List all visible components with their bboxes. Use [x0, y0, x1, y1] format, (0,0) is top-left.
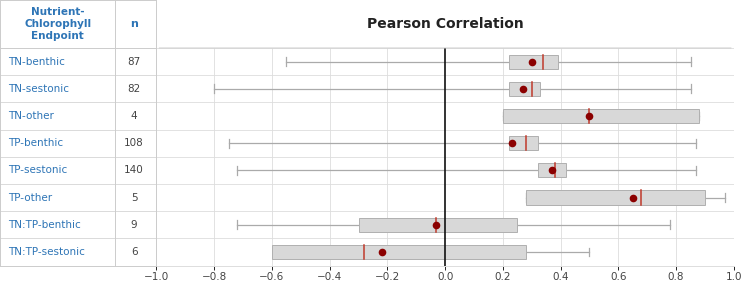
Text: TN:TP-benthic: TN:TP-benthic: [7, 220, 80, 230]
Text: TP-benthic: TP-benthic: [7, 138, 63, 148]
Bar: [503, 109, 699, 123]
Text: 87: 87: [127, 57, 141, 67]
Bar: [537, 163, 566, 177]
Text: Nutrient-
Chlorophyll
Endpoint: Nutrient- Chlorophyll Endpoint: [24, 7, 92, 41]
Text: n: n: [130, 19, 138, 29]
Text: 108: 108: [124, 138, 144, 148]
Text: TP-sestonic: TP-sestonic: [7, 165, 67, 175]
Text: TN-other: TN-other: [7, 111, 54, 121]
Text: TP-other: TP-other: [7, 193, 52, 202]
Bar: [358, 218, 517, 232]
Text: 5: 5: [131, 193, 137, 202]
Text: 82: 82: [127, 84, 141, 94]
Bar: [509, 136, 538, 150]
Text: TN-sestonic: TN-sestonic: [7, 84, 69, 94]
Text: TN-benthic: TN-benthic: [7, 57, 65, 67]
Bar: [272, 245, 526, 259]
Bar: [526, 190, 705, 205]
Text: Pearson Correlation: Pearson Correlation: [367, 17, 524, 31]
Text: 9: 9: [131, 220, 137, 230]
Text: TN:TP-sestonic: TN:TP-sestonic: [7, 247, 85, 257]
Text: 6: 6: [131, 247, 137, 257]
Text: 140: 140: [124, 165, 144, 175]
Bar: [509, 55, 558, 69]
Bar: [509, 82, 540, 96]
Text: 4: 4: [131, 111, 137, 121]
